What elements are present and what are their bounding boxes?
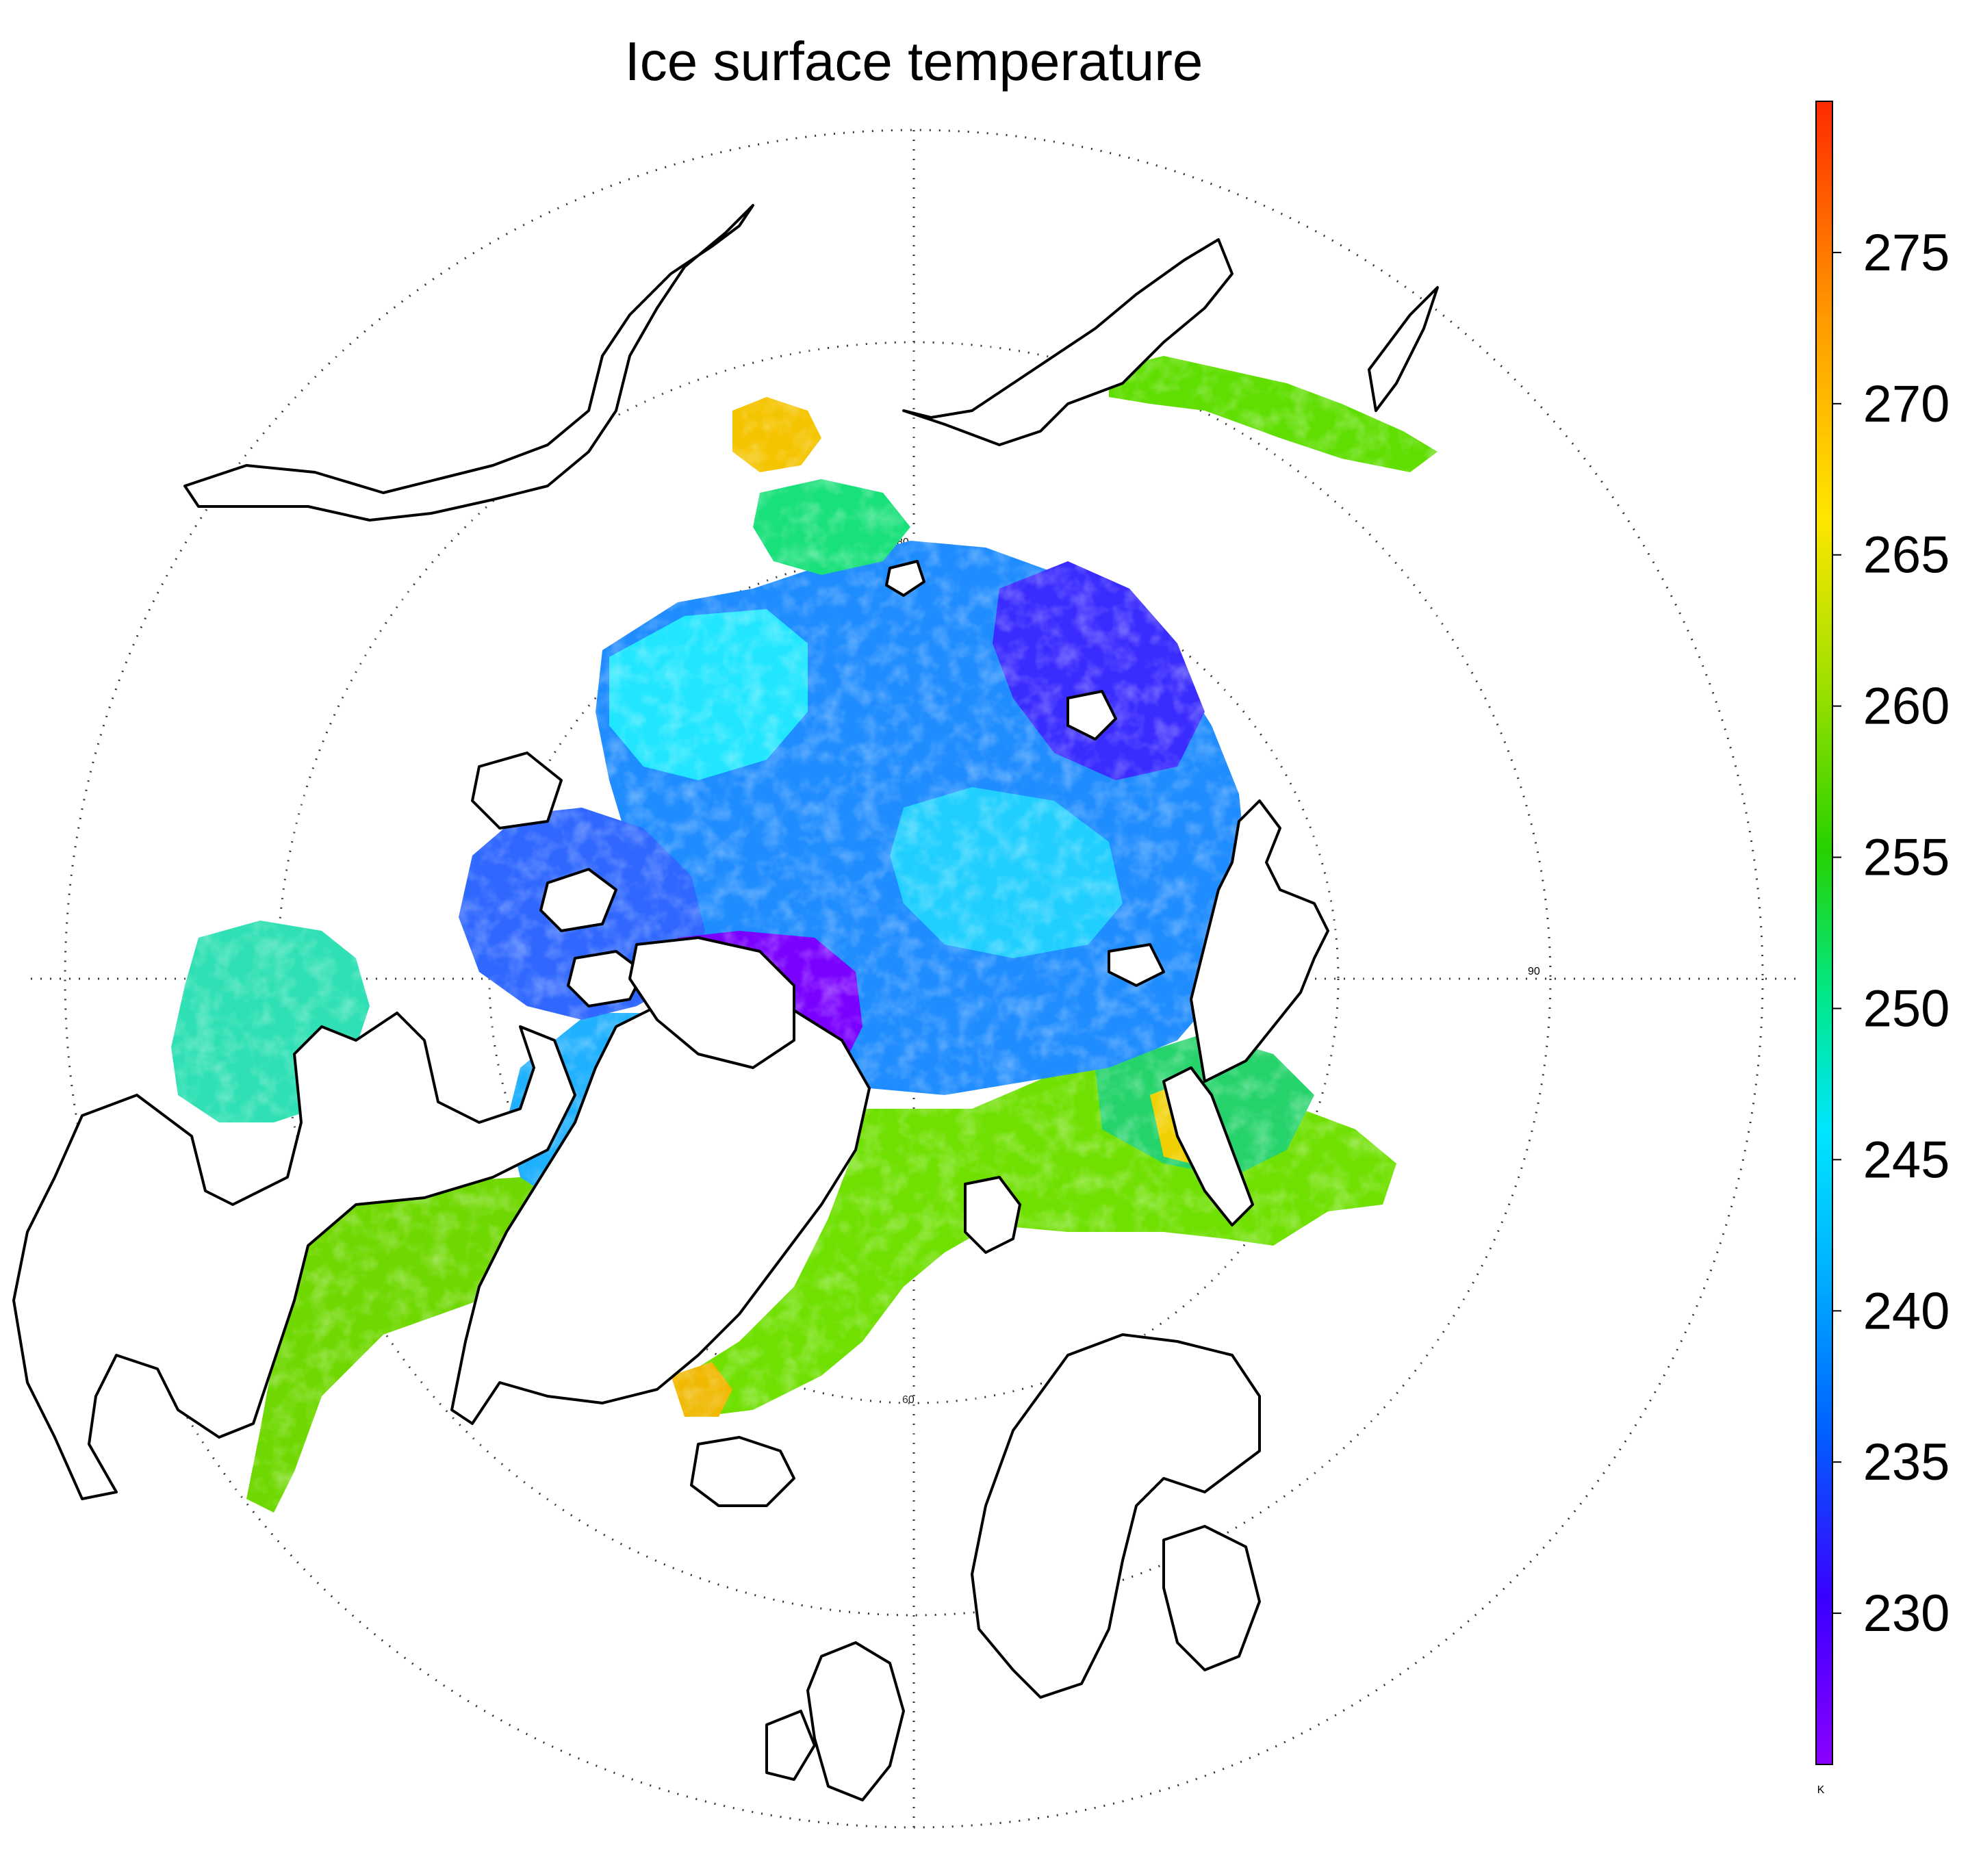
land-kamchatka xyxy=(1368,286,1439,412)
colorbar-tick-label: 265 xyxy=(1863,526,1950,584)
land-novaya-zemlya xyxy=(1162,1066,1254,1226)
land-ellesmere-island xyxy=(628,936,795,1069)
land-canadian-island-3 xyxy=(471,751,563,830)
land-alaska-north-coast xyxy=(183,204,754,522)
land-scandinavia xyxy=(971,1333,1261,1699)
land-franz-josef xyxy=(1108,943,1165,987)
land-masses xyxy=(12,204,1439,1801)
land-british-isles xyxy=(806,1641,905,1801)
land-greenland xyxy=(450,991,871,1425)
land-canadian-island-2 xyxy=(567,950,645,1007)
colorbar-tick-label: 235 xyxy=(1863,1433,1950,1491)
colorbar-tick-label: 240 xyxy=(1863,1282,1950,1340)
colorbar-tick-label: 250 xyxy=(1863,979,1950,1038)
colorbar-tick-label: 230 xyxy=(1863,1584,1950,1643)
colorbar-ticks: 275 270 265 260 255 250 245 240 235 230 xyxy=(1832,224,1950,1643)
colorbar-unit-label: K xyxy=(1817,1784,1825,1796)
land-severnaya-zemlya xyxy=(1066,690,1117,741)
land-chukotka xyxy=(902,238,1234,446)
colorbar: 275 270 265 260 255 250 245 240 235 230 K xyxy=(1815,101,1950,1796)
colorbar-tick-label: 245 xyxy=(1863,1131,1950,1189)
land-north-america xyxy=(12,1012,576,1500)
colorbar-tick-label: 270 xyxy=(1863,375,1950,433)
map-title: Ice surface temperature xyxy=(625,31,1203,92)
colorbar-gradient xyxy=(1815,101,1833,1765)
land-ireland xyxy=(765,1710,816,1781)
land-svalbard xyxy=(964,1176,1021,1254)
colorbar-tick-label: 255 xyxy=(1863,829,1950,887)
land-siberia-taymyr xyxy=(1190,799,1329,1083)
lon-label-90w: 90 xyxy=(1528,966,1540,977)
land-iceland xyxy=(690,1436,795,1507)
land-canadian-island-1 xyxy=(539,868,617,932)
land-new-siberian-islands xyxy=(885,560,925,597)
colorbar-tick-label: 275 xyxy=(1863,224,1950,282)
colorbar-tick-label: 260 xyxy=(1863,678,1950,736)
land-finland-russia xyxy=(1162,1525,1261,1671)
